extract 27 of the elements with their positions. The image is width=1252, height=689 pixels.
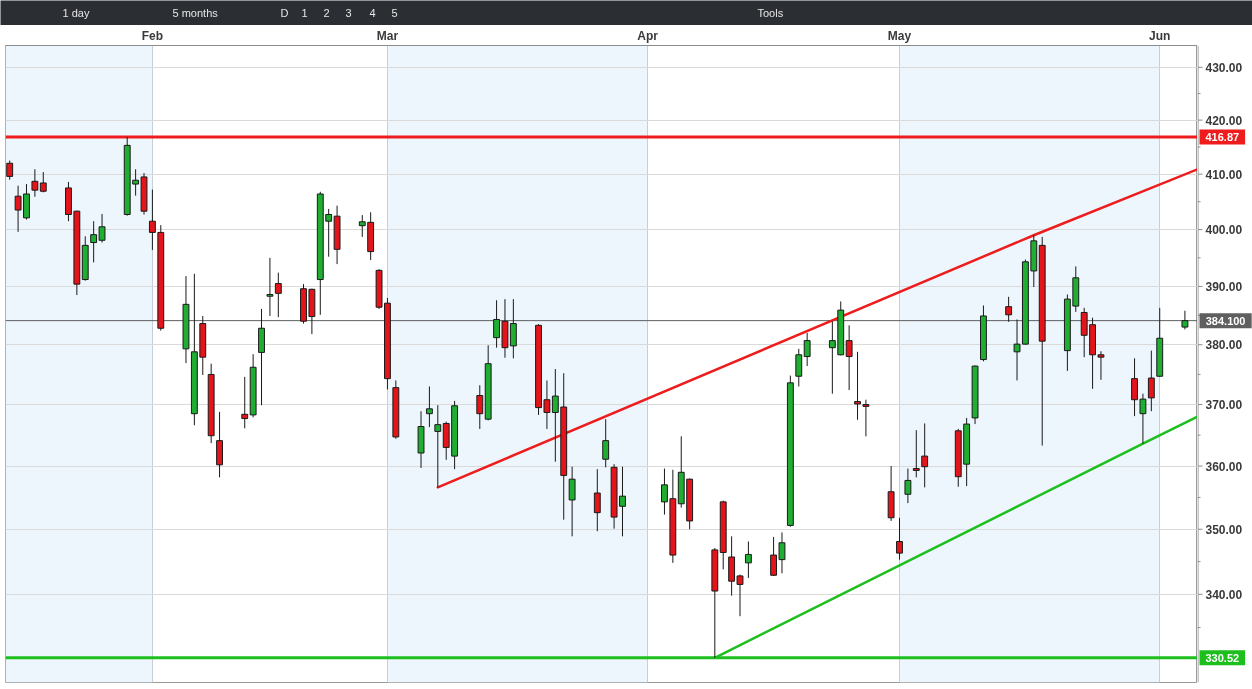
y-tick-label: 390.00 — [1205, 279, 1243, 294]
y-tick-label: 410.00 — [1205, 167, 1243, 182]
text: 1 — [301, 7, 308, 19]
text: Tools — [757, 7, 784, 19]
y-tick-label: 420.00 — [1205, 113, 1243, 128]
y-tick-label: 370.00 — [1205, 398, 1243, 413]
text: D — [280, 7, 289, 19]
x-tick-label: Mar — [376, 28, 399, 43]
y-tick-label: 350.00 — [1205, 522, 1243, 537]
text: 2 — [323, 7, 330, 19]
text: 5 months — [172, 7, 219, 19]
y-tick-label: 380.00 — [1205, 338, 1243, 353]
y-tick-label: 400.00 — [1205, 223, 1243, 238]
x-tick-label: Jun — [1149, 28, 1171, 43]
text: 5 — [391, 7, 398, 19]
ref-line-label: 330.52 — [1205, 651, 1240, 664]
x-tick-label: May — [887, 28, 912, 43]
y-tick-label: 340.00 — [1205, 587, 1243, 602]
text: 1 day — [62, 7, 90, 19]
ref-line-label: 416.87 — [1205, 130, 1240, 143]
ref-line-label: 384.100 — [1205, 314, 1246, 327]
x-tick-label: Apr — [637, 28, 659, 43]
x-tick-label: Feb — [141, 28, 164, 43]
y-tick-label: 430.00 — [1205, 60, 1243, 75]
text: 3 — [345, 7, 352, 19]
y-tick-label: 360.00 — [1205, 459, 1243, 474]
text: 4 — [369, 7, 376, 19]
